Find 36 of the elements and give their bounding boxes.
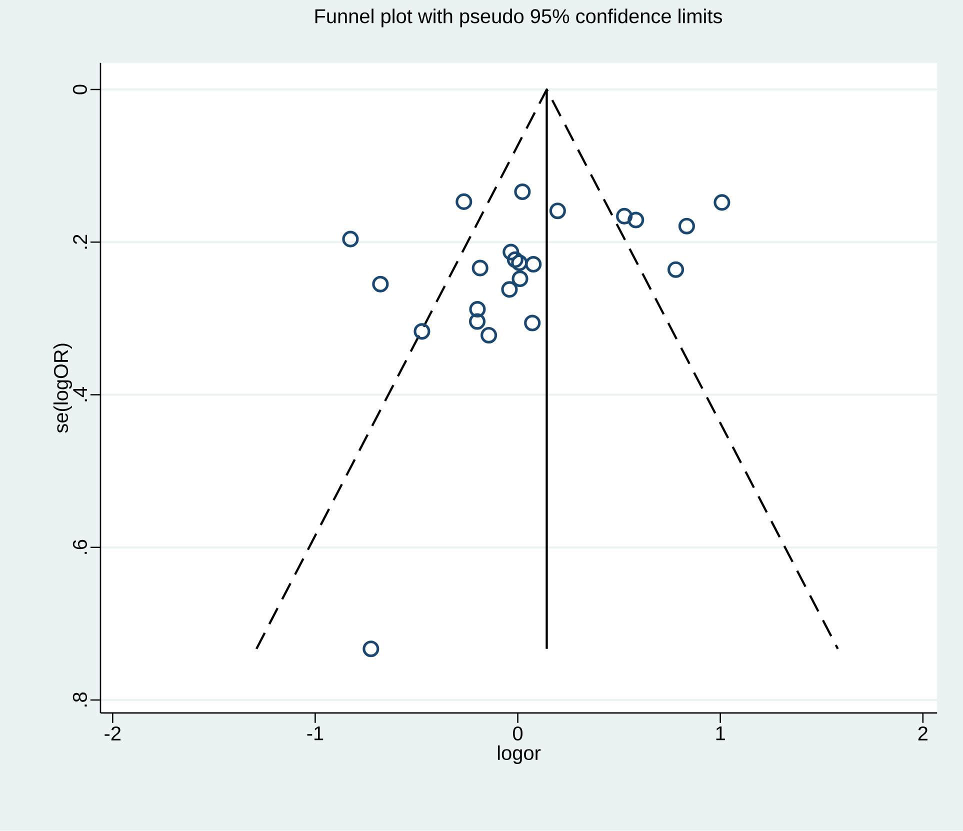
point <box>456 194 472 210</box>
point <box>616 208 633 225</box>
point <box>549 202 566 220</box>
point <box>472 260 488 277</box>
point <box>524 314 541 332</box>
y-tick-label: .8 <box>72 692 87 707</box>
point <box>511 254 528 272</box>
x-tick-label: 0 <box>513 726 523 741</box>
point <box>501 281 518 298</box>
x-tick-label: 1 <box>716 726 725 740</box>
point <box>667 262 684 278</box>
x-tick-label: -2 <box>104 726 121 741</box>
point <box>514 184 531 200</box>
point <box>468 313 486 330</box>
x-tick-label: 2 <box>918 726 928 741</box>
y-tick-label: 0 <box>72 84 87 94</box>
y-tick-label: .2 <box>73 235 87 249</box>
point <box>506 252 524 268</box>
point <box>469 301 486 318</box>
y-axis-title: se(logOR) <box>53 344 72 433</box>
point <box>628 212 644 228</box>
point <box>678 218 695 235</box>
point <box>480 327 498 344</box>
x-axis-title: logor <box>498 746 541 764</box>
y-tick-label: .6 <box>72 540 87 554</box>
point <box>714 194 730 211</box>
point <box>512 270 528 288</box>
point <box>372 276 389 293</box>
chart-title: Funnel plot with pseudo 95% confidence limits <box>315 8 722 28</box>
point <box>362 640 380 658</box>
point <box>342 231 359 248</box>
x-tick-label: -1 <box>307 726 324 740</box>
point <box>502 244 520 261</box>
point <box>525 256 542 273</box>
point <box>414 323 430 340</box>
y-tick-label: .4 <box>73 387 87 402</box>
